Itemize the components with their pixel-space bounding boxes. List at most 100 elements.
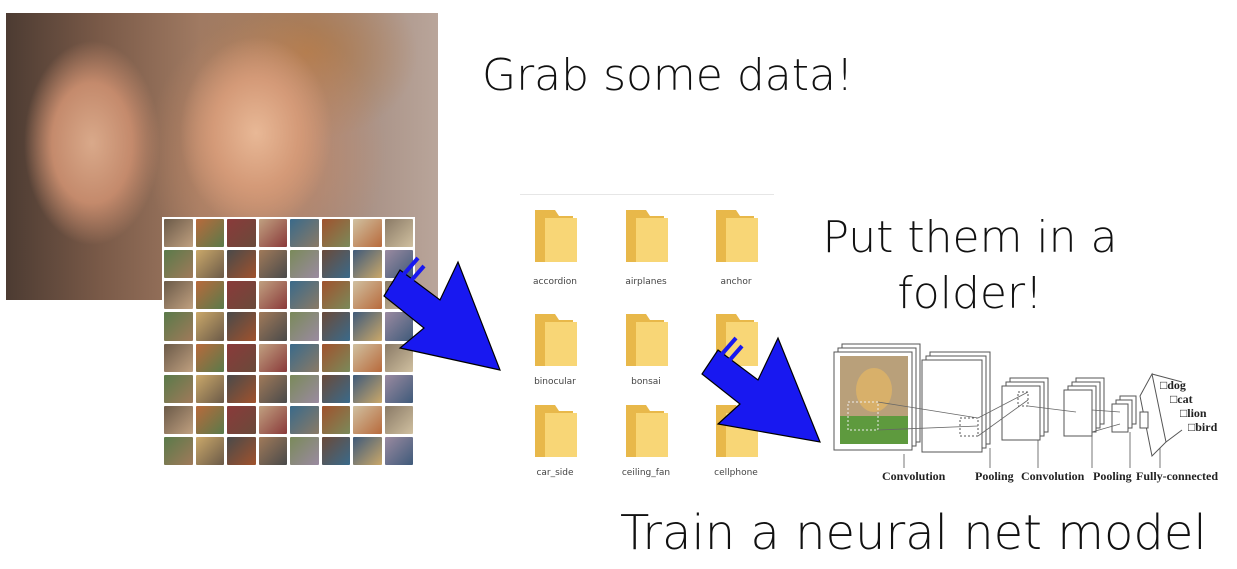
- thumbnail-image: [258, 436, 287, 465]
- cnn-output-label: □dog: [1160, 378, 1186, 392]
- arrow-icon: [383, 256, 501, 371]
- thumbnail-image: [164, 343, 193, 372]
- input-image-stack: [833, 343, 921, 451]
- thumbnail-image: [353, 405, 382, 434]
- thumbnail-image: [195, 436, 224, 465]
- thumbnail-image: [164, 281, 193, 310]
- thumbnail-image: [290, 405, 319, 434]
- thumbnail-image: [164, 219, 193, 248]
- thumbnail-image: [321, 250, 350, 279]
- folder-label: car_side: [536, 468, 574, 478]
- thumbnail-image: [195, 405, 224, 434]
- folder-icon: [535, 405, 577, 457]
- explorer-divider: [520, 194, 774, 195]
- folder-icon: [716, 210, 758, 262]
- thumbnail-image: [258, 281, 287, 310]
- thumbnail-image: [164, 405, 193, 434]
- folder-icon: [626, 405, 668, 457]
- arrow-icon: [701, 336, 821, 443]
- folder-icon: [535, 314, 577, 366]
- folder-label: cellphone: [714, 468, 758, 478]
- folder-label: airplanes: [625, 277, 667, 287]
- thumbnail-image: [384, 374, 413, 403]
- cnn-layer-label: Pooling: [1093, 469, 1132, 483]
- cnn-diagram: [833, 343, 1183, 468]
- thumbnail-image: [353, 219, 382, 248]
- thumbnail-image: [321, 436, 350, 465]
- thumbnail-image: [290, 250, 319, 279]
- thumbnail-image: [321, 219, 350, 248]
- thumbnail-image: [321, 405, 350, 434]
- thumbnail-image: [384, 436, 413, 465]
- thumbnail-image: [258, 374, 287, 403]
- thumbnail-image: [258, 343, 287, 372]
- thumbnail-image: [164, 374, 193, 403]
- thumbnail-image: [290, 436, 319, 465]
- heading-put-in-folder: Put them in a folder!: [822, 212, 1118, 319]
- thumbnail-image: [164, 250, 193, 279]
- cnn-layer-label: Convolution: [1021, 469, 1085, 483]
- folder-label: bonsai: [631, 377, 661, 387]
- folder-label: anchor: [720, 277, 752, 287]
- thumbnail-image: [290, 343, 319, 372]
- thumbnail-image: [384, 312, 413, 341]
- thumbnail-image: [353, 374, 382, 403]
- connection-lines: [877, 391, 1121, 437]
- fully-connected-layer: [1139, 372, 1183, 458]
- thumbnail-image: [195, 343, 224, 372]
- thumbnail-image: [164, 312, 193, 341]
- thumbnail-image: [384, 405, 413, 434]
- cnn-layer-label: Convolution: [882, 469, 946, 483]
- thumbnail-image: [227, 405, 256, 434]
- thumbnail-image: [353, 281, 382, 310]
- folder-label: ceiling_fan: [621, 468, 671, 478]
- layer-pointers: [903, 432, 1161, 468]
- thumbnail-image: [258, 405, 287, 434]
- thumbnail-image: [227, 219, 256, 248]
- thumbnail-image: [290, 374, 319, 403]
- pool1-maps: [1001, 377, 1049, 441]
- thumbnail-image: [290, 312, 319, 341]
- thumbnail-image: [321, 312, 350, 341]
- thumbnail-image: [258, 312, 287, 341]
- thumbnail-image: [353, 343, 382, 372]
- thumbnail-image: [353, 250, 382, 279]
- thumbnail-image: [321, 343, 350, 372]
- thumbnail-image: [227, 312, 256, 341]
- cnn-layer-label: Fully-connected: [1136, 469, 1218, 483]
- thumbnail-image: [227, 281, 256, 310]
- thumbnail-image: [195, 219, 224, 248]
- heading-train-model: Train a neural net model: [620, 505, 1207, 561]
- thumbnail-image: [195, 281, 224, 310]
- conv1-maps: [921, 351, 991, 453]
- thumbnail-image: [258, 250, 287, 279]
- folder-icon: [626, 314, 668, 366]
- conv2-maps: [1063, 377, 1105, 437]
- thumbnail-image: [321, 374, 350, 403]
- cnn-output-label: □cat: [1170, 392, 1193, 406]
- thumbnail-image: [227, 343, 256, 372]
- cnn-layer-label: Pooling: [975, 469, 1014, 483]
- folder-label: binocular: [534, 377, 576, 387]
- image-dataset-grid: [162, 217, 415, 467]
- thumbnail-image: [384, 219, 413, 248]
- thumbnail-image: [227, 250, 256, 279]
- thumbnail-image: [227, 374, 256, 403]
- heading-grab-data: Grab some data!: [482, 50, 854, 101]
- thumbnail-image: [195, 374, 224, 403]
- thumbnail-image: [353, 436, 382, 465]
- pool2-maps: [1111, 395, 1137, 433]
- thumbnail-image: [290, 281, 319, 310]
- thumbnail-image: [227, 436, 256, 465]
- cnn-output-label: □lion: [1180, 406, 1207, 420]
- thumbnail-image: [353, 312, 382, 341]
- folder-icon: [626, 210, 668, 262]
- hand-shape: [22, 33, 172, 263]
- thumbnail-image: [164, 436, 193, 465]
- folder-label: accordion: [533, 277, 577, 287]
- thumbnail-image: [321, 281, 350, 310]
- cnn-output-label: □bird: [1188, 420, 1218, 434]
- thumbnail-image: [290, 219, 319, 248]
- folder-icon: [535, 210, 577, 262]
